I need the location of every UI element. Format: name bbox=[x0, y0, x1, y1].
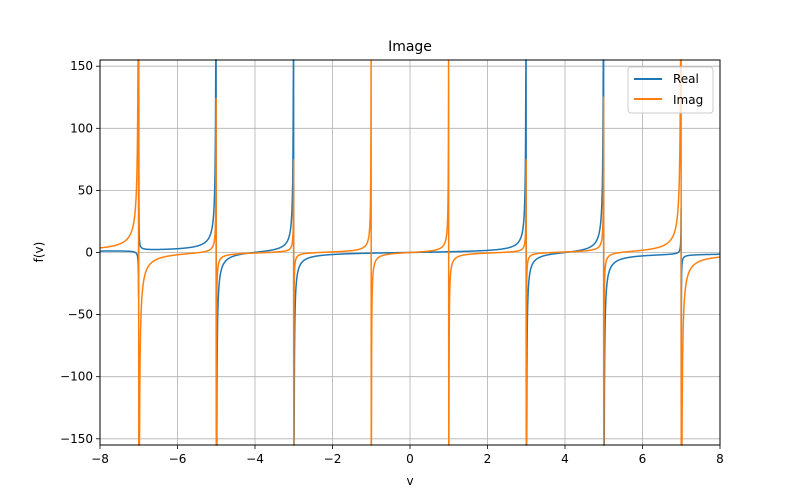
x-tick-label: 0 bbox=[406, 452, 414, 466]
y-tick-label: 100 bbox=[70, 121, 93, 135]
ticks: −8 −6 −4 −2 0 2 4 6 8 150 100 50 0 −50 −100 −150 bbox=[60, 59, 724, 466]
y-tick-label: −50 bbox=[68, 308, 93, 322]
y-tick-label: 50 bbox=[78, 183, 93, 197]
legend: Real Imag bbox=[627, 66, 714, 114]
y-tick-label: −100 bbox=[60, 370, 93, 384]
x-tick-label: 8 bbox=[716, 452, 724, 466]
chart-title: Image bbox=[388, 39, 432, 55]
x-tick-label: −4 bbox=[246, 452, 264, 466]
y-tick-label: 150 bbox=[70, 59, 93, 73]
x-tick-label: 6 bbox=[639, 452, 647, 466]
x-tick-label: −6 bbox=[169, 452, 187, 466]
x-tick-label: −2 bbox=[324, 452, 342, 466]
legend-label-real: Real bbox=[673, 72, 699, 86]
series-line-imag bbox=[99, 59, 721, 446]
x-tick-label: 2 bbox=[484, 452, 492, 466]
y-tick-label: −150 bbox=[60, 432, 93, 446]
x-tick-label: 4 bbox=[561, 452, 569, 466]
legend-label-imag: Imag bbox=[673, 93, 703, 107]
x-axis-label: v bbox=[406, 474, 413, 488]
x-tick-label: −8 bbox=[91, 452, 109, 466]
y-tick-label: 0 bbox=[85, 246, 93, 260]
series-layer bbox=[99, 59, 721, 446]
y-axis-label: f(v) bbox=[32, 242, 46, 263]
